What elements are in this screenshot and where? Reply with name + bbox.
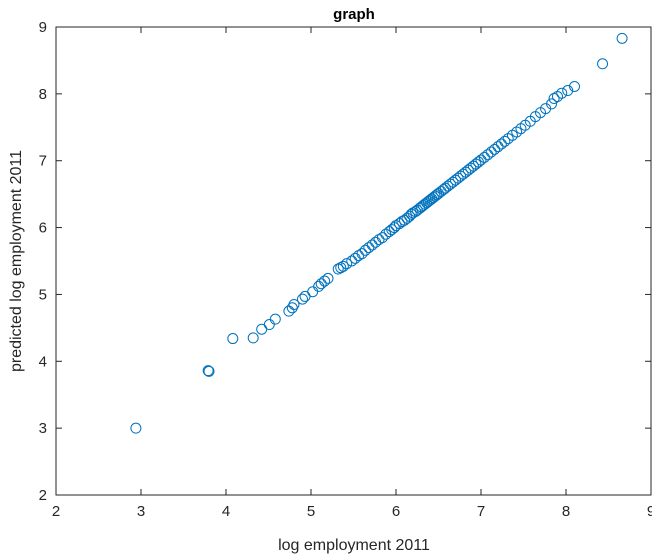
y-tick-label: 7 <box>39 153 47 170</box>
x-axis-label: log employment 2011 <box>278 537 430 554</box>
data-points <box>130 32 628 434</box>
y-tick-label: 8 <box>39 86 47 103</box>
data-point <box>482 149 494 161</box>
data-point <box>247 332 259 344</box>
data-point <box>263 319 275 331</box>
data-point <box>337 260 349 272</box>
data-point <box>315 278 327 290</box>
data-point <box>495 138 507 150</box>
x-tick-label: 7 <box>477 503 485 520</box>
data-point <box>346 255 358 267</box>
data-point <box>485 146 497 158</box>
data-point <box>569 81 580 93</box>
data-point <box>335 262 347 274</box>
data-point <box>556 87 568 99</box>
y-tick-label: 3 <box>39 420 47 437</box>
data-point <box>356 248 368 260</box>
data-point <box>492 141 504 153</box>
data-point <box>299 290 311 302</box>
data-point <box>489 143 501 155</box>
chart-title: graph <box>333 6 375 23</box>
data-point <box>353 250 365 262</box>
y-tick-label: 4 <box>39 353 47 370</box>
data-point <box>475 154 487 166</box>
data-point <box>288 298 300 310</box>
y-tick-label: 9 <box>39 19 47 36</box>
data-point <box>203 365 215 377</box>
y-tick-label: 6 <box>39 220 47 237</box>
data-point <box>332 263 344 275</box>
x-tick-label: 5 <box>307 503 315 520</box>
axis-ticks: 2 3 4 5 6 7 8 9 2 3 4 5 6 7 8 9 <box>39 19 652 520</box>
data-point <box>313 280 325 292</box>
data-point <box>546 98 558 110</box>
data-point <box>227 333 239 345</box>
data-point <box>307 286 319 298</box>
data-point <box>597 58 609 70</box>
data-point <box>616 32 628 44</box>
data-point <box>376 232 388 244</box>
data-point <box>322 272 334 284</box>
y-tick-label: 2 <box>39 487 47 504</box>
data-point <box>499 135 511 147</box>
data-point <box>366 239 378 251</box>
x-tick-label: 4 <box>222 503 230 520</box>
data-point <box>269 313 281 325</box>
data-point <box>478 151 490 163</box>
data-point <box>359 244 371 256</box>
data-point <box>130 422 142 434</box>
data-point <box>319 275 331 287</box>
data-point <box>386 224 398 236</box>
data-point <box>297 293 308 305</box>
x-tick-label: 9 <box>647 503 652 520</box>
x-tick-label: 6 <box>392 503 400 520</box>
data-point <box>370 236 382 248</box>
data-point <box>341 258 353 270</box>
y-tick-label: 5 <box>39 286 47 303</box>
data-point <box>562 85 574 97</box>
y-axis-label: predicted log employment 2011 <box>8 150 25 372</box>
data-point <box>373 234 385 246</box>
x-tick-label: 3 <box>137 503 145 520</box>
data-point <box>202 365 214 377</box>
data-point <box>349 252 361 264</box>
x-tick-label: 8 <box>562 503 570 520</box>
x-tick-label: 2 <box>52 503 60 520</box>
data-point <box>256 323 268 335</box>
plot-area-frame <box>55 26 652 496</box>
data-point <box>363 242 375 254</box>
